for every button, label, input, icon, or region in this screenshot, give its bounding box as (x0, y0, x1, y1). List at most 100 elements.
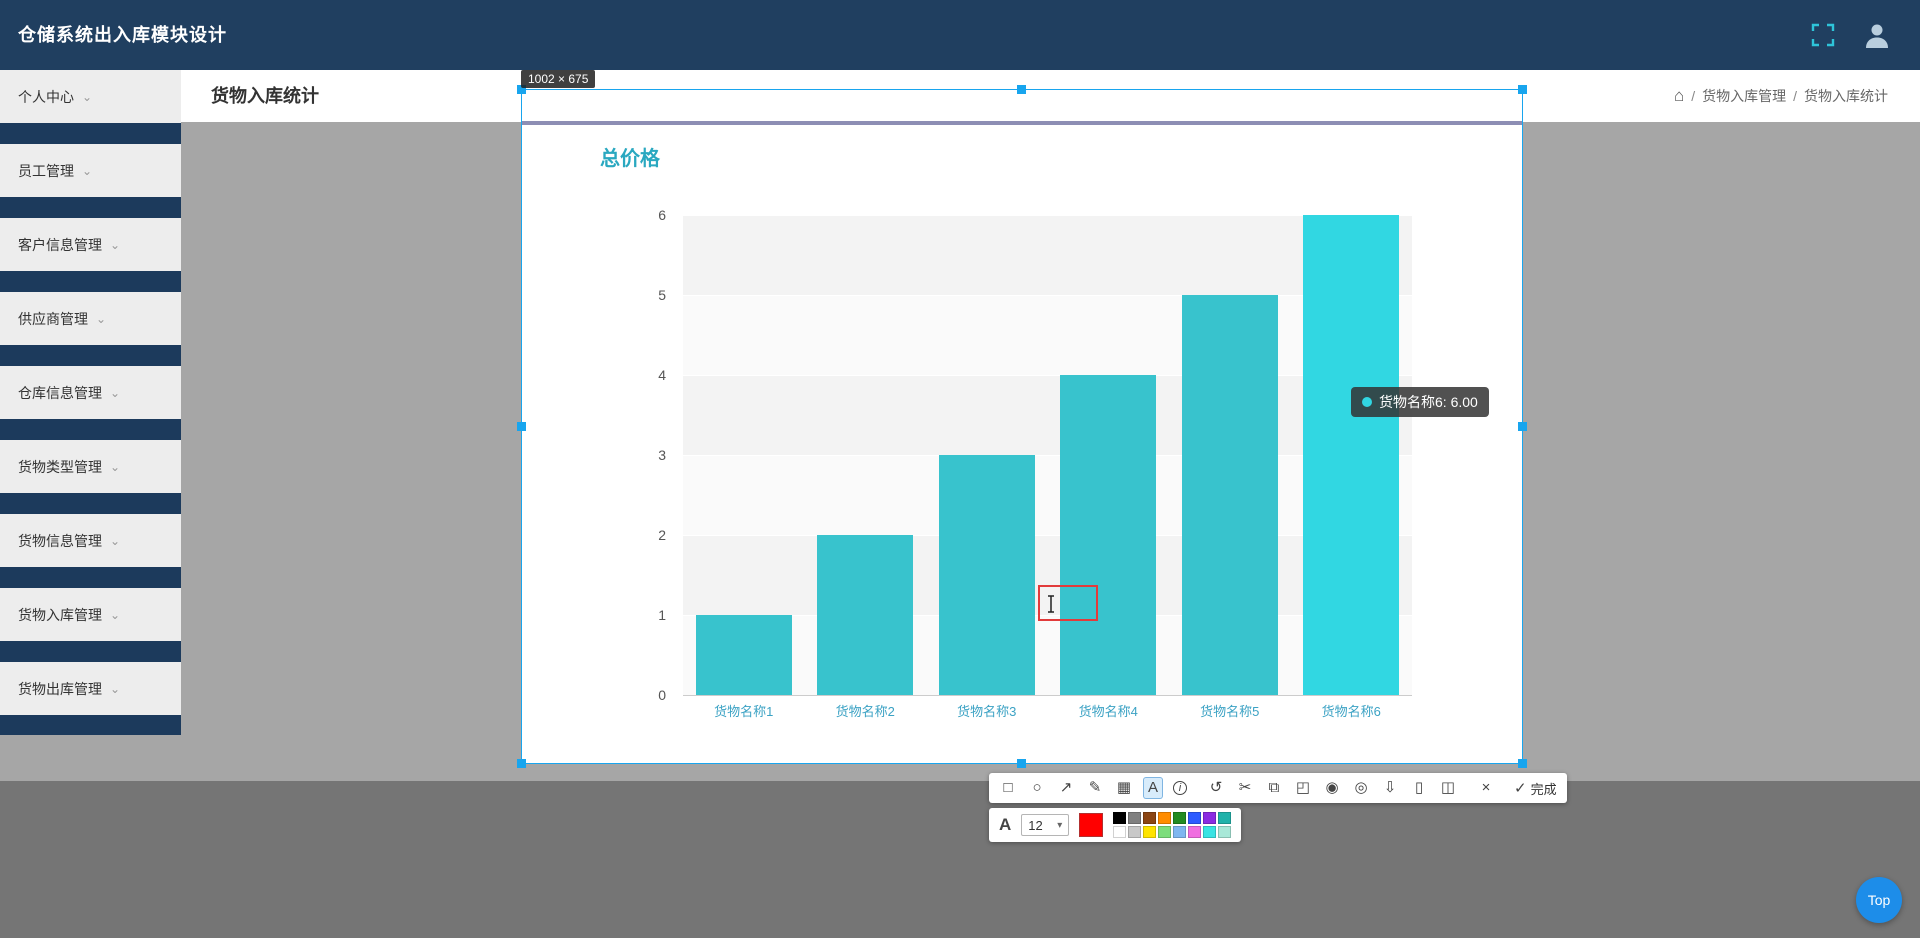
color-swatch[interactable] (1128, 812, 1142, 824)
gridline (683, 215, 1412, 216)
chart-plot (683, 215, 1412, 696)
current-color-swatch[interactable] (1079, 813, 1104, 837)
chart-bar-2[interactable] (817, 535, 914, 695)
chart-bar-4[interactable] (1060, 375, 1157, 695)
arrow-tool-icon[interactable]: ↗ (1059, 779, 1073, 796)
top-navbar: 仓储系统出入库模块设计 (0, 0, 1920, 70)
sidebar-item-7[interactable]: 货物信息管理 ⌄ (0, 514, 181, 567)
color-swatch[interactable] (1188, 826, 1202, 838)
locate-tool-icon[interactable]: ◎ (1354, 779, 1368, 796)
color-swatch[interactable] (1203, 812, 1217, 824)
back-to-top-button[interactable]: Top (1856, 877, 1902, 923)
selection-handle-bottom-left[interactable] (517, 759, 526, 768)
user-avatar-icon[interactable] (1862, 20, 1892, 50)
mobile-tool-icon[interactable]: ▯ (1414, 779, 1424, 796)
y-axis-tick-label: 2 (658, 527, 666, 543)
tooltip-text: 货物名称6: 6.00 (1379, 394, 1478, 410)
color-swatch[interactable] (1218, 826, 1232, 838)
sidebar-item-4[interactable]: 供应商管理 ⌄ (0, 292, 181, 345)
x-axis-tick-label: 货物名称5 (1200, 704, 1260, 719)
color-swatch[interactable] (1203, 826, 1217, 838)
color-swatch[interactable] (1173, 826, 1187, 838)
copy-tool-icon[interactable]: ⧉ (1268, 779, 1280, 796)
y-axis-tick-label: 6 (658, 207, 666, 223)
breadcrumb-item-2[interactable]: 货物入库统计 (1804, 88, 1888, 104)
sidebar-item-2[interactable]: 员工管理 ⌄ (0, 144, 181, 197)
color-swatch[interactable] (1188, 812, 1202, 824)
chevron-down-icon: ⌄ (110, 237, 121, 252)
gridline (683, 295, 1412, 296)
color-swatch[interactable] (1173, 812, 1187, 824)
color-swatch[interactable] (1113, 812, 1127, 824)
chart-bar-5[interactable] (1181, 295, 1278, 695)
color-swatch[interactable] (1113, 826, 1127, 838)
ocr-tool-icon[interactable]: ◰ (1295, 779, 1311, 796)
sidebar: 个人中心 ⌄ 员工管理 ⌄ 客户信息管理 ⌄ 供应商管理 ⌄ 仓库信息管理 ⌄ 货物类型管理 ⌄ 货物信… (0, 70, 181, 735)
crop-tool-icon[interactable]: ✂ (1238, 779, 1252, 796)
gridline (683, 535, 1412, 536)
x-axis-tick-label: 货物名称6 (1321, 704, 1381, 719)
selection-handle-middle-right[interactable] (1518, 421, 1527, 431)
mosaic-tool-icon[interactable]: ▦ (1116, 779, 1132, 796)
cancel-tool-icon[interactable]: × (1481, 779, 1491, 796)
gridline (683, 375, 1412, 376)
selection-handle-top-right[interactable] (1518, 85, 1527, 94)
app-title: 仓储系统出入库模块设计 (18, 25, 227, 45)
step-number-tool-icon[interactable]: i (1173, 781, 1187, 795)
pin-tool-icon[interactable]: ◉ (1325, 779, 1339, 796)
y-axis-tick-label: 4 (658, 367, 666, 383)
color-swatch[interactable] (1218, 812, 1232, 824)
clipboard-tool-icon[interactable]: ◫ (1440, 779, 1456, 796)
color-swatch[interactable] (1158, 826, 1172, 838)
text-annotation-box[interactable] (1038, 585, 1098, 621)
color-swatch[interactable] (1143, 826, 1157, 838)
chart-bar-3[interactable] (938, 455, 1035, 695)
chart-bar-6[interactable] (1303, 215, 1400, 695)
undo-tool-icon[interactable]: ↺ (1209, 779, 1223, 796)
ellipse-tool-icon[interactable]: ○ (1032, 779, 1042, 796)
gridline (683, 615, 1412, 616)
tooltip-series-marker (1362, 397, 1372, 407)
sidebar-item-label: 货物类型管理 (18, 458, 102, 475)
selection-handle-top-middle[interactable] (1017, 85, 1026, 94)
sidebar-item-9[interactable]: 货物出库管理 ⌄ (0, 662, 181, 715)
fullscreen-icon[interactable] (1808, 20, 1838, 50)
sidebar-item-8[interactable]: 货物入库管理 ⌄ (0, 588, 181, 641)
breadcrumb-item-1[interactable]: 货物入库管理 (1702, 88, 1787, 104)
download-tool-icon[interactable]: ⇩ (1383, 779, 1397, 796)
chart-bar-1[interactable] (695, 615, 792, 695)
gridline (683, 455, 1412, 456)
color-swatch[interactable] (1143, 812, 1157, 824)
sidebar-item-label: 货物入库管理 (18, 606, 102, 623)
sidebar-item-label: 供应商管理 (18, 310, 88, 327)
font-size-select[interactable]: 12 ▾ (1021, 814, 1070, 836)
x-axis-tick-label: 货物名称4 (1078, 704, 1138, 719)
selection-handle-bottom-right[interactable] (1518, 759, 1527, 768)
plot-split-area (683, 375, 1412, 455)
done-button[interactable]: ✓ 完成 (1514, 779, 1557, 798)
sidebar-item-label: 客户信息管理 (18, 236, 102, 253)
breadcrumb: ⌂ / 货物入库管理 / 货物入库统计 (1674, 70, 1888, 122)
selection-handle-bottom-middle[interactable] (1017, 759, 1026, 768)
sidebar-item-label: 货物出库管理 (18, 680, 102, 697)
pencil-tool-icon[interactable]: ✎ (1088, 779, 1102, 796)
selection-handle-top-left[interactable] (517, 85, 526, 94)
captured-header-divider (522, 121, 1522, 125)
y-axis-tick-label: 0 (658, 687, 666, 703)
font-size-value: 12 (1028, 817, 1043, 833)
chevron-down-icon: ⌄ (82, 89, 93, 104)
x-axis-tick-label: 货物名称2 (835, 704, 895, 719)
sidebar-item-3[interactable]: 客户信息管理 ⌄ (0, 218, 181, 271)
selection-handle-middle-left[interactable] (517, 421, 526, 431)
sidebar-item-1[interactable]: 个人中心 ⌄ (0, 70, 181, 123)
sidebar-item-6[interactable]: 货物类型管理 ⌄ (0, 440, 181, 493)
home-icon[interactable]: ⌂ (1673, 86, 1685, 105)
color-swatch[interactable] (1128, 826, 1142, 838)
color-swatch[interactable] (1158, 812, 1172, 824)
rectangle-tool-icon[interactable]: □ (1003, 779, 1013, 796)
y-axis-tick-label: 1 (658, 607, 666, 623)
breadcrumb-separator: / (1691, 88, 1696, 104)
text-tool-icon[interactable]: A (1144, 778, 1162, 798)
sidebar-item-5[interactable]: 仓库信息管理 ⌄ (0, 366, 181, 419)
